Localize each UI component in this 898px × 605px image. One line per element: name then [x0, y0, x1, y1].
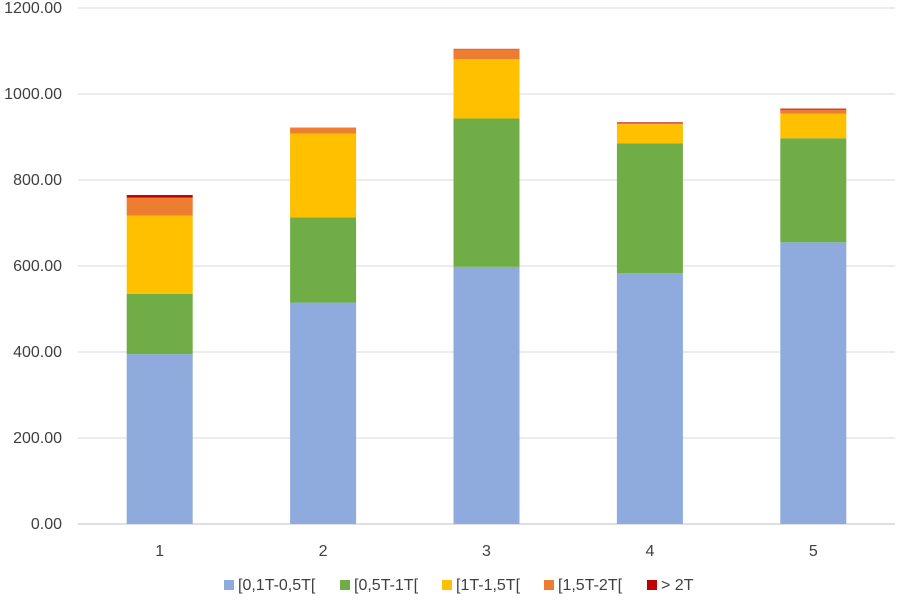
y-tick-label: 800.00 — [13, 172, 62, 189]
x-tick-label: 3 — [482, 543, 491, 560]
bar-segment-5-series-5 — [780, 109, 846, 110]
bar-segment-2-series-2 — [290, 217, 356, 302]
bar-segment-5-series-2 — [780, 138, 846, 242]
bar-segment-5-series-3 — [780, 114, 846, 139]
bar-segment-5-series-4 — [780, 109, 846, 113]
bar-segment-5-series-1 — [780, 242, 846, 524]
bar-segment-4-series-1 — [617, 273, 683, 524]
y-tick-label: 0.00 — [31, 516, 62, 533]
legend-swatch — [647, 580, 657, 590]
x-tick-label: 1 — [155, 543, 164, 560]
bar-segment-1-series-1 — [127, 354, 193, 524]
bar-segment-3-series-4 — [454, 49, 520, 59]
x-tick-label: 4 — [645, 543, 654, 560]
bar-segment-1-series-3 — [127, 216, 193, 294]
y-tick-label: 200.00 — [13, 430, 62, 447]
bar-segment-2-series-4 — [290, 128, 356, 134]
legend-swatch — [442, 580, 452, 590]
legend-swatch — [224, 580, 234, 590]
legend: [0,1T-0,5T[ [0,5T-1T[ [1T-1,5T[ [1,5T-2T[ > … — [224, 577, 694, 594]
x-tick-label: 2 — [319, 543, 328, 560]
legend-label: [1T-1,5T[ — [456, 577, 521, 594]
y-axis-ticks: 0.00 200.00 400.00 600.00 800.00 1000.00 1200.… — [4, 0, 62, 533]
bar-segment-1-series-4 — [127, 198, 193, 216]
y-tick-label: 400.00 — [13, 344, 62, 361]
bar-segment-4-series-5 — [617, 122, 683, 123]
bar-segment-4-series-4 — [617, 123, 683, 124]
legend-label: [1,5T-2T[ — [558, 577, 623, 594]
bar-segment-3-series-2 — [454, 119, 520, 267]
y-tick-label: 1200.00 — [4, 0, 62, 17]
bar-segment-3-series-1 — [454, 267, 520, 524]
legend-label: [0,1T-0,5T[ — [238, 577, 316, 594]
x-tick-label: 5 — [809, 543, 818, 560]
y-tick-label: 600.00 — [13, 258, 62, 275]
bar-segment-4-series-3 — [617, 124, 683, 143]
bar-segment-3-series-3 — [454, 59, 520, 118]
legend-swatch — [340, 580, 350, 590]
bar-segment-2-series-1 — [290, 303, 356, 524]
bar-segment-1-series-5 — [127, 195, 193, 198]
bar-segment-4-series-2 — [617, 143, 683, 273]
y-tick-label: 1000.00 — [4, 86, 62, 103]
legend-swatch — [544, 580, 554, 590]
bar-segment-1-series-2 — [127, 294, 193, 354]
bars — [127, 49, 847, 524]
bar-segment-2-series-3 — [290, 134, 356, 218]
x-axis-ticks: 1 2 3 4 5 — [155, 543, 818, 560]
legend-label: [0,5T-1T[ — [354, 577, 419, 594]
legend-label: > 2T — [661, 577, 694, 594]
